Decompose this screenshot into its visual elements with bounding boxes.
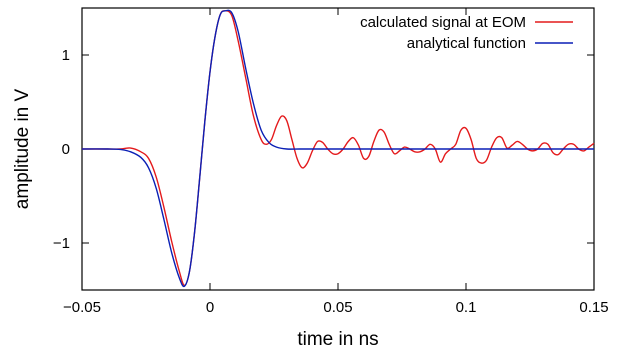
x-tick-label: 0.05 [323,299,352,316]
x-tick-label: −0.05 [63,299,101,316]
legend-label: calculated signal at EOM [360,14,526,31]
ticks: −0.05 0 0.05 0.1 0.15 −1 0 1 [53,8,609,316]
x-tick-label: 0 [206,299,214,316]
y-tick-label: 1 [62,47,70,64]
series-layer [81,9,595,288]
y-tick-label: 0 [62,141,70,158]
x-tick-label: 0.1 [456,299,477,316]
y-tick-label: −1 [53,235,70,252]
legend: calculated signal at EOM analytical funct… [360,14,573,52]
x-axis-label: time in ns [297,329,378,350]
x-tick-label: 0.15 [579,299,608,316]
series-line-1 [81,9,594,288]
y-axis-label: amplitude in V [12,88,33,209]
legend-label: analytical function [407,35,526,52]
